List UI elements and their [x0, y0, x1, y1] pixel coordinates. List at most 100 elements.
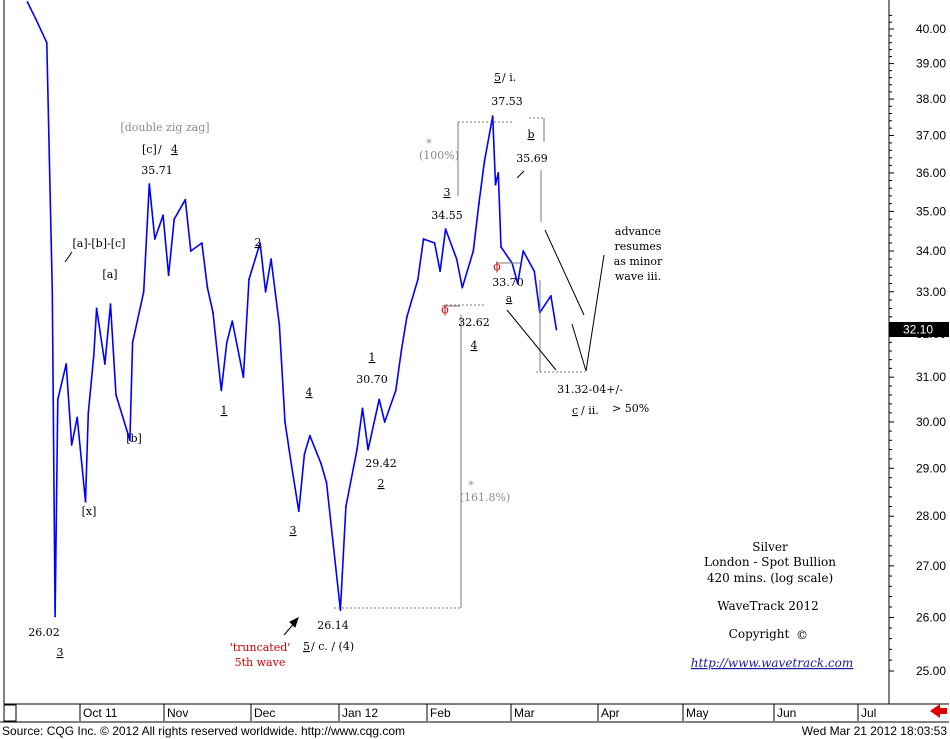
x-tick-label: Jun: [777, 706, 796, 720]
data-point: [378, 398, 381, 401]
x-tick-label: Jan 12: [342, 706, 378, 720]
data-point: [422, 238, 425, 240]
data-point: [478, 202, 480, 205]
data-point: [189, 250, 192, 252]
data-point: [248, 278, 250, 281]
label-abc: [a]-[b]-[c]: [73, 237, 126, 250]
x-tick-label: Dec: [254, 706, 275, 720]
fib-161-label: (161.8%): [460, 491, 511, 504]
data-point: [242, 376, 245, 379]
data-point: [34, 17, 37, 20]
data-point: [45, 41, 48, 44]
y-tick-label: 27.00: [916, 559, 946, 573]
y-tick-label: 36.00: [916, 166, 946, 180]
wave-4-minor: 4: [306, 386, 313, 399]
data-point: [95, 307, 98, 310]
data-point: [289, 458, 292, 460]
data-point: [220, 389, 223, 392]
data-point: [87, 412, 90, 414]
data-point: [297, 510, 300, 513]
label-b-bracket: [b]: [126, 432, 142, 445]
note-as-minor: as minor: [614, 255, 663, 268]
current-price-box: [889, 322, 949, 337]
data-point: [153, 238, 156, 240]
y-tick-label: 39.00: [916, 57, 946, 71]
label-ii: / ii.: [581, 404, 599, 417]
phi-marker-33-70: ϕ: [493, 260, 501, 273]
data-point: [500, 246, 502, 248]
x-tick-label: May: [686, 706, 709, 720]
current-price-label: 32.10: [903, 323, 933, 337]
y-tick-label: 29.00: [916, 461, 946, 475]
scroll-box[interactable]: [3, 704, 17, 722]
data-point: [162, 214, 165, 217]
wave-2-minute: 2: [378, 477, 385, 490]
label-x-bracket: [x]: [82, 505, 97, 518]
data-point: [76, 416, 79, 419]
data-point: [522, 250, 525, 252]
label-c4-sep: /: [158, 143, 162, 156]
y-tick-label: 28.00: [916, 509, 946, 523]
data-point: [406, 315, 408, 318]
wave-4-minute: 4: [471, 339, 478, 352]
note-wave-iii: wave iii.: [615, 270, 661, 283]
wave-3-minor: 3: [290, 524, 297, 537]
fib-100-star: *: [426, 137, 432, 150]
data-point: [550, 295, 552, 297]
x-tick-label: Feb: [430, 706, 451, 720]
label-c-bracket: [c]: [142, 143, 157, 156]
wave-c: c: [572, 404, 578, 417]
data-point: [320, 462, 322, 465]
data-point: [444, 228, 447, 231]
data-point: [494, 183, 497, 186]
data-point: [206, 286, 209, 289]
analysis-lines: [64, 117, 605, 636]
label-29-42: 29.42: [365, 457, 397, 470]
data-point: [70, 444, 73, 446]
label-37-53: 37.53: [491, 95, 523, 108]
data-point: [394, 389, 397, 392]
x-tick-label: Mar: [514, 706, 535, 720]
data-point: [123, 421, 126, 423]
data-point: [65, 363, 68, 365]
data-point: [167, 274, 170, 277]
info-market: London - Spot Bullion: [704, 555, 836, 569]
wave-a: a: [506, 292, 513, 305]
info-interval: 420 mins. (log scale): [707, 571, 833, 585]
projection-upper: [544, 229, 585, 316]
label-26-14: 26.14: [317, 619, 349, 632]
y-tick-label: 26.00: [916, 610, 946, 624]
data-point: [339, 609, 342, 611]
data-point: [104, 363, 106, 365]
data-point: [491, 115, 494, 117]
y-tick-label: 35.00: [916, 204, 946, 218]
data-point: [497, 172, 500, 174]
data-point: [201, 242, 203, 244]
wavetrack-link[interactable]: http://www.wavetrack.com: [691, 656, 854, 670]
wave-1-minute: 1: [369, 351, 376, 364]
label-i: / i.: [502, 71, 516, 84]
current-price-marker: 32.10: [889, 322, 949, 337]
data-point: [225, 341, 228, 344]
scroll-right-arrow-icon[interactable]: [930, 704, 940, 718]
label-31-32: 31.32-04+/-: [557, 383, 623, 396]
data-point: [142, 290, 145, 293]
wave-1-minor: 1: [221, 404, 228, 417]
y-tick-label: 38.00: [916, 92, 946, 106]
data-point: [367, 448, 369, 451]
label-50pct: > 50%: [612, 402, 649, 415]
data-point: [148, 183, 151, 185]
phi-marker-32-62: ϕ: [441, 303, 449, 316]
data-point: [173, 218, 176, 221]
projection-path: [571, 254, 605, 372]
label-30-70: 30.70: [356, 373, 388, 386]
wave-2-minor: 2: [255, 236, 262, 249]
wave-3-primary: 3: [57, 646, 64, 659]
label-34-55: 34.55: [431, 209, 463, 222]
scroll-arrow-tail: [939, 708, 947, 714]
wave-3-minute: 3: [444, 186, 451, 199]
data-point: [56, 398, 59, 401]
label-c-4: / c. / (4): [311, 640, 354, 653]
